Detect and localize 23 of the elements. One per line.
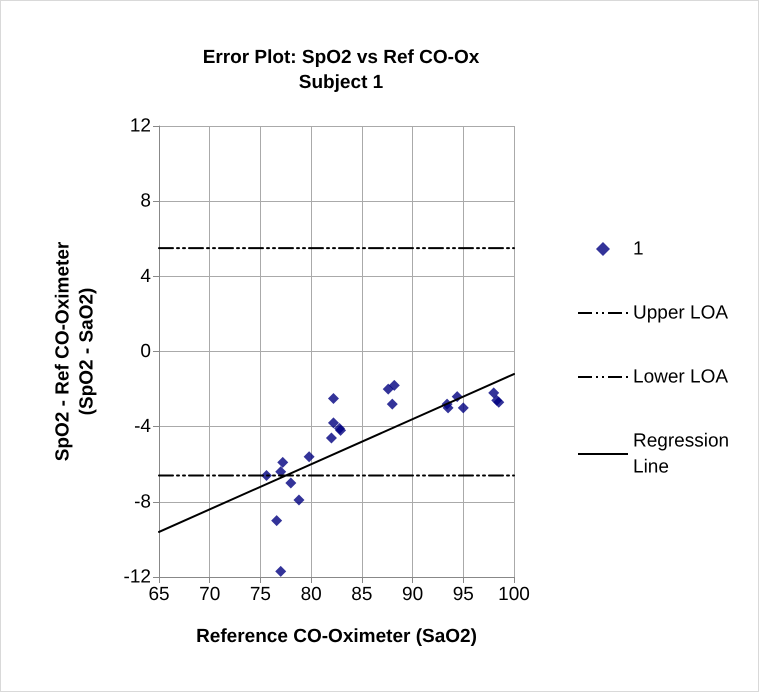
chart-title: Error Plot: SpO2 vs Ref CO-Ox [202, 47, 480, 68]
y-tick-label: -8 [134, 491, 151, 512]
x-tick-label: 65 [148, 584, 170, 605]
chart-subtitle: Subject 1 [298, 72, 384, 93]
y-tick-label: 12 [130, 116, 151, 136]
x-tick-label: 70 [199, 584, 220, 605]
y-tick-label: -4 [134, 416, 152, 438]
legend-label: Regression Line [633, 430, 734, 478]
x-tick-label: 90 [402, 584, 424, 605]
y-tick-label: 8 [140, 190, 151, 212]
x-tick-label: 95 [452, 584, 474, 605]
x-tick-label: 80 [300, 584, 322, 605]
x-axis-title: Reference CO-Oximeter (SaO2) [196, 626, 477, 647]
legend-label: Upper LOA [633, 302, 728, 324]
x-tick-label: 85 [351, 584, 372, 605]
y-tick-label: -12 [124, 566, 151, 588]
legend-label: Lower LOA [633, 366, 728, 388]
y-tick-label: 0 [140, 341, 151, 362]
legend-label: 1 [633, 238, 644, 260]
y-axis-title: SpO2 - Ref CO-Oximeter (SpO2 - SaO2) [52, 241, 98, 462]
x-tick-label: 100 [498, 584, 530, 605]
x-tick-label: 75 [250, 584, 271, 605]
y-tick-label: 4 [140, 266, 152, 287]
